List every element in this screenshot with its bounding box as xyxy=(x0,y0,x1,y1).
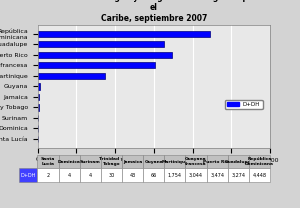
Bar xyxy=(38,52,172,58)
Title: Gráfico 2: Casos de dengue y dengue hemorrágico reportados en el
Caribe, septiem: Gráfico 2: Casos de dengue y dengue hemo… xyxy=(12,0,295,23)
Bar xyxy=(38,73,106,79)
Bar xyxy=(38,31,210,37)
Bar xyxy=(38,83,40,89)
Bar xyxy=(38,94,39,100)
Legend: D+DH: D+DH xyxy=(225,100,262,109)
Bar xyxy=(38,62,155,68)
Bar xyxy=(38,104,39,111)
Bar xyxy=(38,41,164,47)
